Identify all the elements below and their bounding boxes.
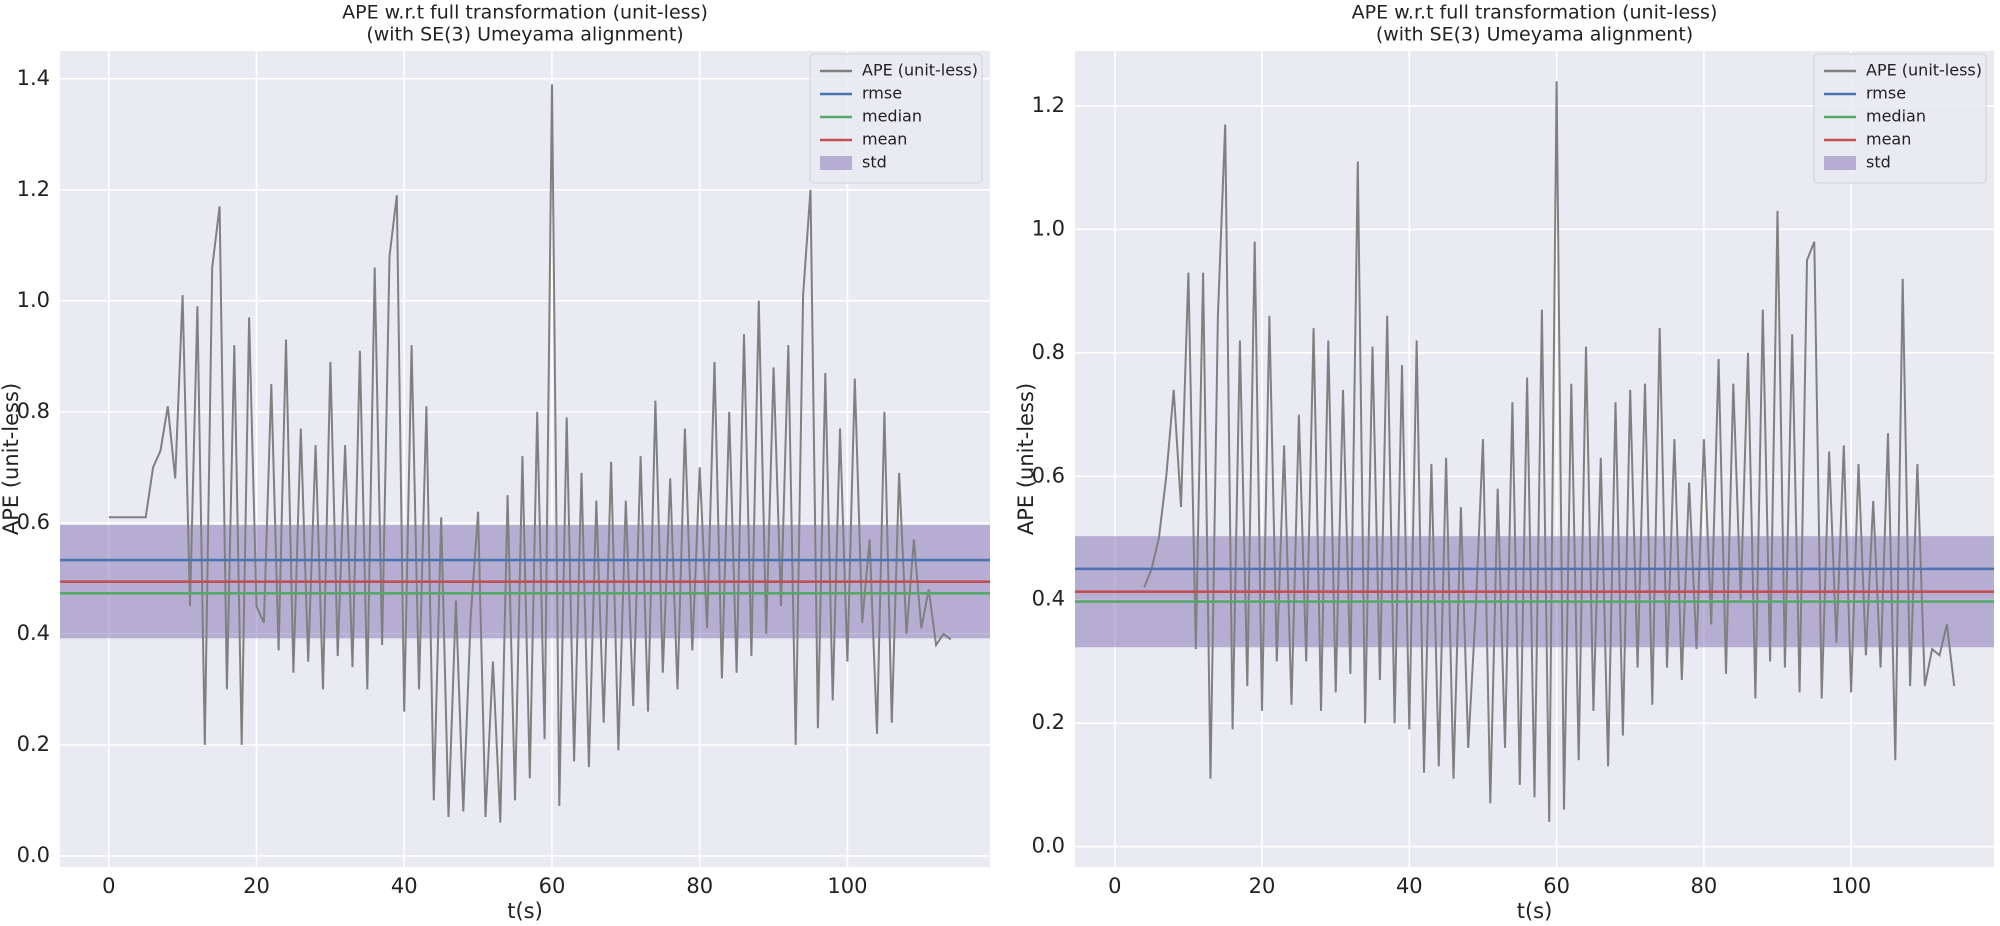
- y-tick-label: 0.8: [1032, 340, 1065, 364]
- legend-swatch: [1824, 156, 1856, 170]
- x-tick-label: 0: [102, 874, 115, 898]
- chart: 0 20 40 60 80 100 0.0 0.2 0.4 0.6 0.8 1.0 1.2 1.4 APE …: [0, 2, 990, 923]
- y-tick-label: 0.6: [17, 510, 50, 534]
- plot-marks: [60, 84, 990, 823]
- chart-subtitle: (with SE(3) Umeyama alignment): [1376, 24, 1693, 46]
- y-tick-label: 1.4: [17, 66, 50, 90]
- y-tick-label: 1.2: [1032, 93, 1065, 117]
- legend-label: mean: [862, 130, 907, 149]
- x-tick-label: 0: [1108, 874, 1121, 898]
- legend-label: rmse: [862, 84, 902, 103]
- x-tick-label: 20: [243, 874, 270, 898]
- y-tick-label: 0.8: [17, 399, 50, 423]
- y-tick-label: 0.4: [1032, 587, 1065, 611]
- x-tick-label: 60: [539, 874, 566, 898]
- legend-label: median: [862, 107, 922, 126]
- plot-area: [1075, 51, 1994, 867]
- legend-label: APE (unit-less): [1866, 61, 1982, 80]
- y-tick-label: 0.0: [17, 843, 50, 867]
- y-tick-label: 1.2: [17, 177, 50, 201]
- chart-title: APE w.r.t full transformation (unit-less…: [1352, 2, 1718, 24]
- plot-marks: [1075, 81, 1994, 822]
- legend-label: APE (unit-less): [862, 61, 978, 80]
- legend: APE (unit-less) rmse median mean std: [1813, 53, 1987, 184]
- y-tick-label: 1.0: [17, 288, 50, 312]
- y-tick-label: 1.0: [1032, 216, 1065, 240]
- x-axis-label: t(s): [1517, 899, 1553, 923]
- y-axis-label: APE (unit-less): [0, 383, 23, 535]
- ape-line: [108, 84, 952, 823]
- legend-box: [1813, 53, 1987, 184]
- x-tick-label: 80: [686, 874, 713, 898]
- legend-swatch: [820, 156, 852, 170]
- y-tick-label: 0.4: [17, 621, 50, 645]
- legend-label: median: [1866, 107, 1926, 126]
- ape-line: [1143, 81, 1956, 822]
- plot-area: [60, 51, 990, 867]
- x-tick-label: 20: [1249, 874, 1276, 898]
- y-tick-label: 0.2: [17, 732, 50, 756]
- x-axis-label: t(s): [507, 899, 543, 923]
- x-tick-label: 100: [1831, 874, 1871, 898]
- chart-title: APE w.r.t full transformation (unit-less…: [342, 2, 708, 24]
- x-tick-label: 60: [1543, 874, 1570, 898]
- y-tick-label: 0.6: [1032, 463, 1065, 487]
- chart-subtitle: (with SE(3) Umeyama alignment): [366, 24, 683, 46]
- legend-label: std: [1866, 153, 1891, 172]
- x-tick-label: 40: [1396, 874, 1423, 898]
- x-tick-label: 80: [1690, 874, 1717, 898]
- y-tick-label: 0.2: [1032, 710, 1065, 734]
- y-axis-label: APE (unit-less): [1014, 383, 1038, 535]
- legend-box: [809, 53, 983, 184]
- legend-label: rmse: [1866, 84, 1906, 103]
- y-tick-label: 0.0: [1032, 834, 1065, 858]
- chart: 0 20 40 60 80 100 0.0 0.2 0.4 0.6 0.8 1.0 1.2 APE w.r…: [1014, 2, 1994, 923]
- legend-label: std: [862, 153, 887, 172]
- legend-label: mean: [1866, 130, 1911, 149]
- x-tick-label: 40: [391, 874, 418, 898]
- x-tick-label: 100: [827, 874, 867, 898]
- legend: APE (unit-less) rmse median mean std: [809, 53, 983, 184]
